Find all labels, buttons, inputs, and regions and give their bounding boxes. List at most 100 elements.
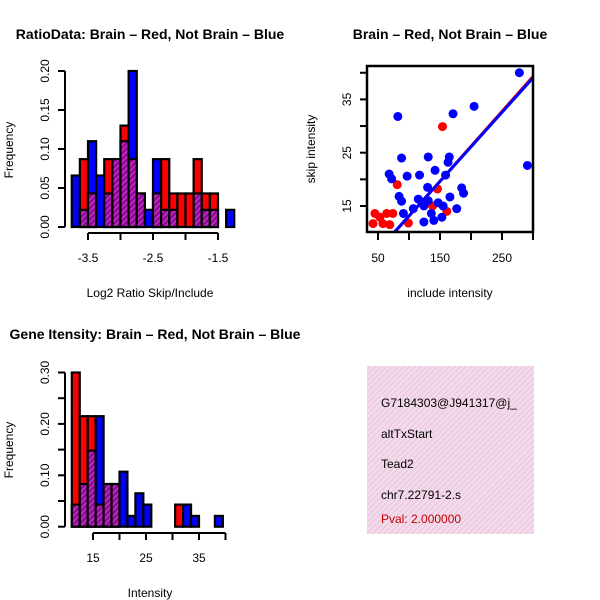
blue-bar xyxy=(189,514,201,528)
blue-point xyxy=(402,171,412,181)
y-tick-label: 0.30 xyxy=(38,360,52,384)
red-point xyxy=(378,219,388,229)
blue-point xyxy=(387,174,397,184)
blue-bar xyxy=(142,503,153,528)
overlap-bar xyxy=(119,140,130,229)
overlap-bar xyxy=(208,208,220,229)
intensity-histogram-title: Gene Itensity: Brain – Red, Not Brain – … xyxy=(10,326,301,342)
red-bar xyxy=(176,192,187,229)
blue-bar xyxy=(134,492,145,528)
blue-point xyxy=(514,68,524,78)
y-tick-label: 25 xyxy=(340,146,354,160)
blue-point xyxy=(438,201,448,211)
scatter-xlabel: include intensity xyxy=(407,286,492,300)
blue-point xyxy=(522,160,532,170)
blue-point xyxy=(397,196,407,206)
y-tick-label: 0.05 xyxy=(38,176,52,200)
blue-point xyxy=(398,208,408,218)
x-tick-label: -2.5 xyxy=(143,251,164,265)
y-tick-label: 0.00 xyxy=(38,515,52,539)
y-tick-label: 0.10 xyxy=(38,137,52,161)
y-tick-label: 35 xyxy=(340,92,354,106)
blue-point xyxy=(419,217,429,227)
blue-point xyxy=(448,109,458,119)
overlap-bar xyxy=(168,208,179,229)
intensity-histogram: 0.00 0.10 0.20 0.30 15 25 35 xyxy=(38,360,227,565)
overlap-bar xyxy=(78,208,90,229)
red-point xyxy=(368,219,378,229)
intensity-histogram-xlabel: Intensity xyxy=(128,586,173,600)
blue-point xyxy=(397,153,407,163)
pval: Pval: 2.000000 xyxy=(381,512,461,526)
info-box xyxy=(367,366,534,534)
overlap-bar xyxy=(102,482,113,528)
blue-bar xyxy=(143,208,155,229)
blue-bar xyxy=(118,470,129,528)
overlap-bar xyxy=(86,449,97,528)
blue-point xyxy=(469,101,479,111)
blue-point xyxy=(430,165,440,175)
overlap-bar xyxy=(78,482,89,528)
ratio-histogram-ylabel: Frequency xyxy=(2,122,16,179)
red-point xyxy=(437,122,447,132)
overlap-bar xyxy=(86,192,98,229)
overlap-bar xyxy=(70,503,81,528)
red-bar xyxy=(174,503,185,528)
red-point xyxy=(392,180,402,190)
overlap-bar xyxy=(103,192,114,229)
event-type: altTxStart xyxy=(381,427,433,441)
y-tick-label: 0.20 xyxy=(38,59,52,83)
red-point xyxy=(388,208,398,218)
blue-point xyxy=(443,157,453,167)
event-id: G7184303@J941317@j_ xyxy=(381,396,517,410)
x-tick-label: 50 xyxy=(371,251,385,265)
red-point xyxy=(382,208,392,218)
scatter-points xyxy=(368,68,534,233)
overlap-bar xyxy=(192,192,203,229)
overlap-bar xyxy=(111,158,122,229)
overlap-bar xyxy=(200,208,211,229)
red-point xyxy=(385,220,395,230)
overlap-bar xyxy=(160,208,171,229)
y-tick-label: 0.00 xyxy=(38,215,52,239)
x-tick-label: 35 xyxy=(192,551,206,565)
x-tick-label: 15 xyxy=(86,551,100,565)
blue-bar xyxy=(182,503,193,528)
blue-point xyxy=(452,204,462,214)
x-tick-label: 25 xyxy=(139,551,153,565)
blue-fit-line xyxy=(391,76,534,233)
info-text: G7184303@J941317@j_ altTxStart Tead2 chr… xyxy=(381,396,517,526)
blue-bar xyxy=(225,208,236,229)
scatter-ylabel: skip intensity xyxy=(304,115,318,184)
y-tick-label: 0.10 xyxy=(38,463,52,487)
y-tick-label: 15 xyxy=(340,199,354,213)
intensity-histogram-ylabel: Frequency xyxy=(2,422,16,479)
blue-bar xyxy=(126,514,137,528)
y-tick-label: 0.15 xyxy=(38,98,52,122)
overlap-bar xyxy=(94,503,105,528)
blue-bar xyxy=(70,174,81,229)
y-tick-label: 0.20 xyxy=(38,412,52,436)
x-tick-label: 250 xyxy=(492,251,512,265)
intensity-histogram-panel: Gene Itensity: Brain – Red, Not Brain – … xyxy=(10,326,301,342)
blue-point xyxy=(437,212,447,222)
plot-frame xyxy=(365,64,535,234)
ratio-histogram-xlabel: Log2 Ratio Skip/Include xyxy=(87,286,214,300)
x-tick-label: -1.5 xyxy=(208,251,229,265)
genomic-location: chr7.22791-2.s xyxy=(381,488,461,502)
overlap-bar xyxy=(110,482,121,528)
ratio-histogram-panel: RatioData: Brain – Red, Not Brain – Blue xyxy=(16,26,285,42)
overlap-bar xyxy=(135,192,146,229)
blue-bar xyxy=(95,174,106,229)
blue-point xyxy=(429,215,439,225)
blue-point xyxy=(423,182,433,192)
x-tick-label: 150 xyxy=(430,251,450,265)
blue-point xyxy=(445,192,455,202)
blue-point xyxy=(459,188,469,198)
blue-point xyxy=(393,111,403,121)
red-bar xyxy=(184,192,195,229)
overlap-bar xyxy=(127,158,138,229)
blue-point xyxy=(423,152,433,162)
